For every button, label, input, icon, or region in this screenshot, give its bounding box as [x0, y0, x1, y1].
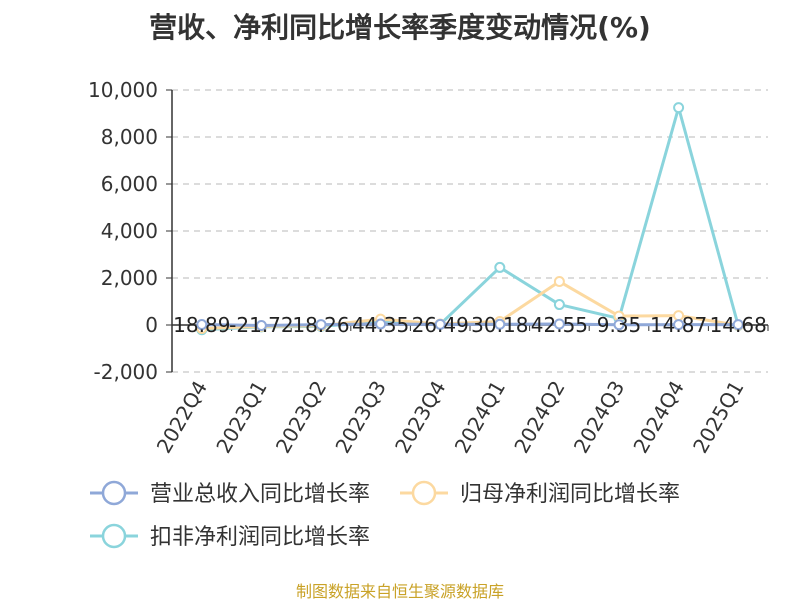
data-point	[553, 276, 565, 288]
data-label: -21.72	[229, 313, 293, 337]
data-point	[673, 102, 685, 114]
chart-title: 营收、净利同比增长率季度变动情况(%)	[149, 11, 651, 44]
data-label: 42.55	[531, 313, 588, 337]
y-tick-label: 2,000	[101, 266, 158, 290]
data-source-note: 制图数据来自恒生聚源数据库	[295, 582, 504, 601]
data-point	[315, 319, 327, 331]
x-tick-label: 2025Q1	[688, 377, 748, 458]
data-label: 14.87	[650, 313, 707, 337]
x-tick-label: 2022Q4	[152, 377, 212, 458]
x-tick-label: 2024Q2	[509, 377, 569, 458]
data-point	[494, 318, 506, 330]
data-label: 26.49	[412, 313, 469, 337]
data-point	[494, 261, 506, 273]
x-tick-label: 2023Q1	[211, 377, 271, 458]
data-point	[434, 318, 446, 330]
y-tick-label: 4,000	[101, 219, 158, 243]
data-label: 14.68	[710, 313, 767, 337]
legend-swatch-marker	[101, 523, 127, 549]
data-label: 30.18	[471, 313, 528, 337]
data-point	[375, 318, 387, 330]
data-point	[553, 318, 565, 330]
y-tick-label: 6,000	[101, 172, 158, 196]
data-point	[553, 299, 565, 311]
y-tick-label: 10,000	[88, 78, 158, 102]
data-label: 44.35	[352, 313, 409, 337]
y-tick-label: 0	[145, 313, 158, 337]
x-tick-label: 2023Q4	[390, 377, 450, 458]
x-tick-label: 2024Q3	[569, 377, 629, 458]
x-tick-label: 2023Q3	[330, 377, 390, 458]
legend-swatch-marker	[101, 480, 127, 506]
data-label: 18.89	[173, 313, 230, 337]
series-line	[201, 322, 739, 328]
data-point	[732, 319, 744, 331]
series-line	[201, 106, 740, 332]
legend-label: 扣非净利润同比增长率	[150, 525, 370, 550]
data-point	[673, 319, 685, 331]
x-tick-label: 2024Q4	[628, 377, 688, 458]
data-label: 18.26	[292, 313, 349, 337]
legend-swatch-marker	[411, 480, 437, 506]
data-point	[196, 319, 208, 331]
data-point	[613, 319, 625, 331]
data-label: 9.35	[597, 313, 642, 337]
x-tick-label: 2024Q1	[450, 377, 510, 458]
legend-label: 归母净利润同比增长率	[460, 482, 680, 507]
x-tick-label: 2023Q2	[271, 377, 331, 458]
data-point	[255, 320, 267, 332]
legend-label: 营业总收入同比增长率	[150, 482, 370, 507]
y-tick-label: 8,000	[101, 125, 158, 149]
y-tick-label: -2,000	[94, 360, 158, 384]
